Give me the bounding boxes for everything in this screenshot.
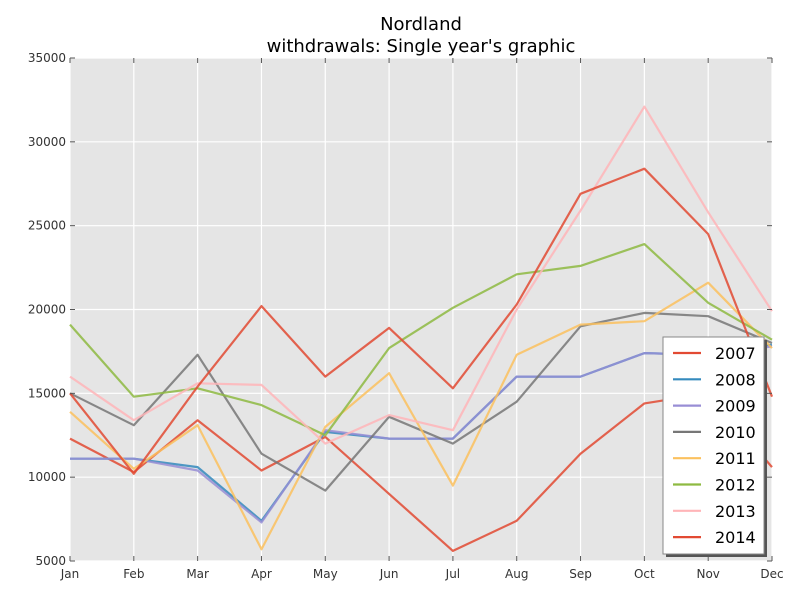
y-tick-label: 35000 (28, 51, 66, 65)
legend-box (662, 336, 765, 555)
x-tick-label: Oct (634, 567, 655, 581)
series-lines (69, 105, 774, 553)
x-tick-label: Nov (696, 567, 719, 581)
y-tick-label: 20000 (28, 303, 66, 317)
x-tick-label: Jan (60, 567, 80, 581)
y-tick-label: 30000 (28, 135, 66, 149)
x-tick-label: Dec (760, 567, 783, 581)
x-tick-label: Mar (186, 567, 209, 581)
chart-subtitle: withdrawals: Single year's graphic (267, 36, 576, 57)
x-tick-label: Sep (569, 567, 592, 581)
x-tick-label: Jun (379, 567, 399, 581)
y-tick-label: 10000 (28, 470, 66, 484)
x-tick-label: Aug (505, 567, 528, 581)
legend-label: 2014 (715, 528, 756, 547)
series-line-2009 (70, 345, 773, 524)
series-line-2014 (69, 167, 774, 475)
axis-ticks: 5000 10000 15000 20000 25000 30000 35000 Jan Feb… (28, 51, 784, 581)
x-tick-label: Jul (445, 567, 460, 581)
legend-label: 2008 (715, 370, 756, 389)
y-tick-label: 25000 (28, 219, 66, 233)
legend-label: 2007 (715, 344, 756, 363)
y-tick-label: 15000 (28, 386, 66, 400)
x-tick-label: Apr (251, 567, 272, 581)
legend-label: 2012 (715, 476, 756, 495)
legend-label: 2011 (715, 449, 756, 468)
legend-label: 2013 (715, 502, 756, 521)
chart-title: Nordland (380, 14, 462, 35)
x-tick-label: May (313, 567, 338, 581)
legend-label: 2010 (715, 423, 756, 442)
series-line-2011 (69, 281, 773, 551)
y-tick-label: 5000 (35, 554, 66, 568)
series-line-2013 (69, 105, 773, 445)
legend-label: 2009 (715, 397, 756, 416)
x-tick-label: Feb (123, 567, 144, 581)
legend: 2007 2008 2009 2010 2011 2012 2013 2014 (662, 336, 767, 557)
series-line-2007 (69, 392, 773, 553)
